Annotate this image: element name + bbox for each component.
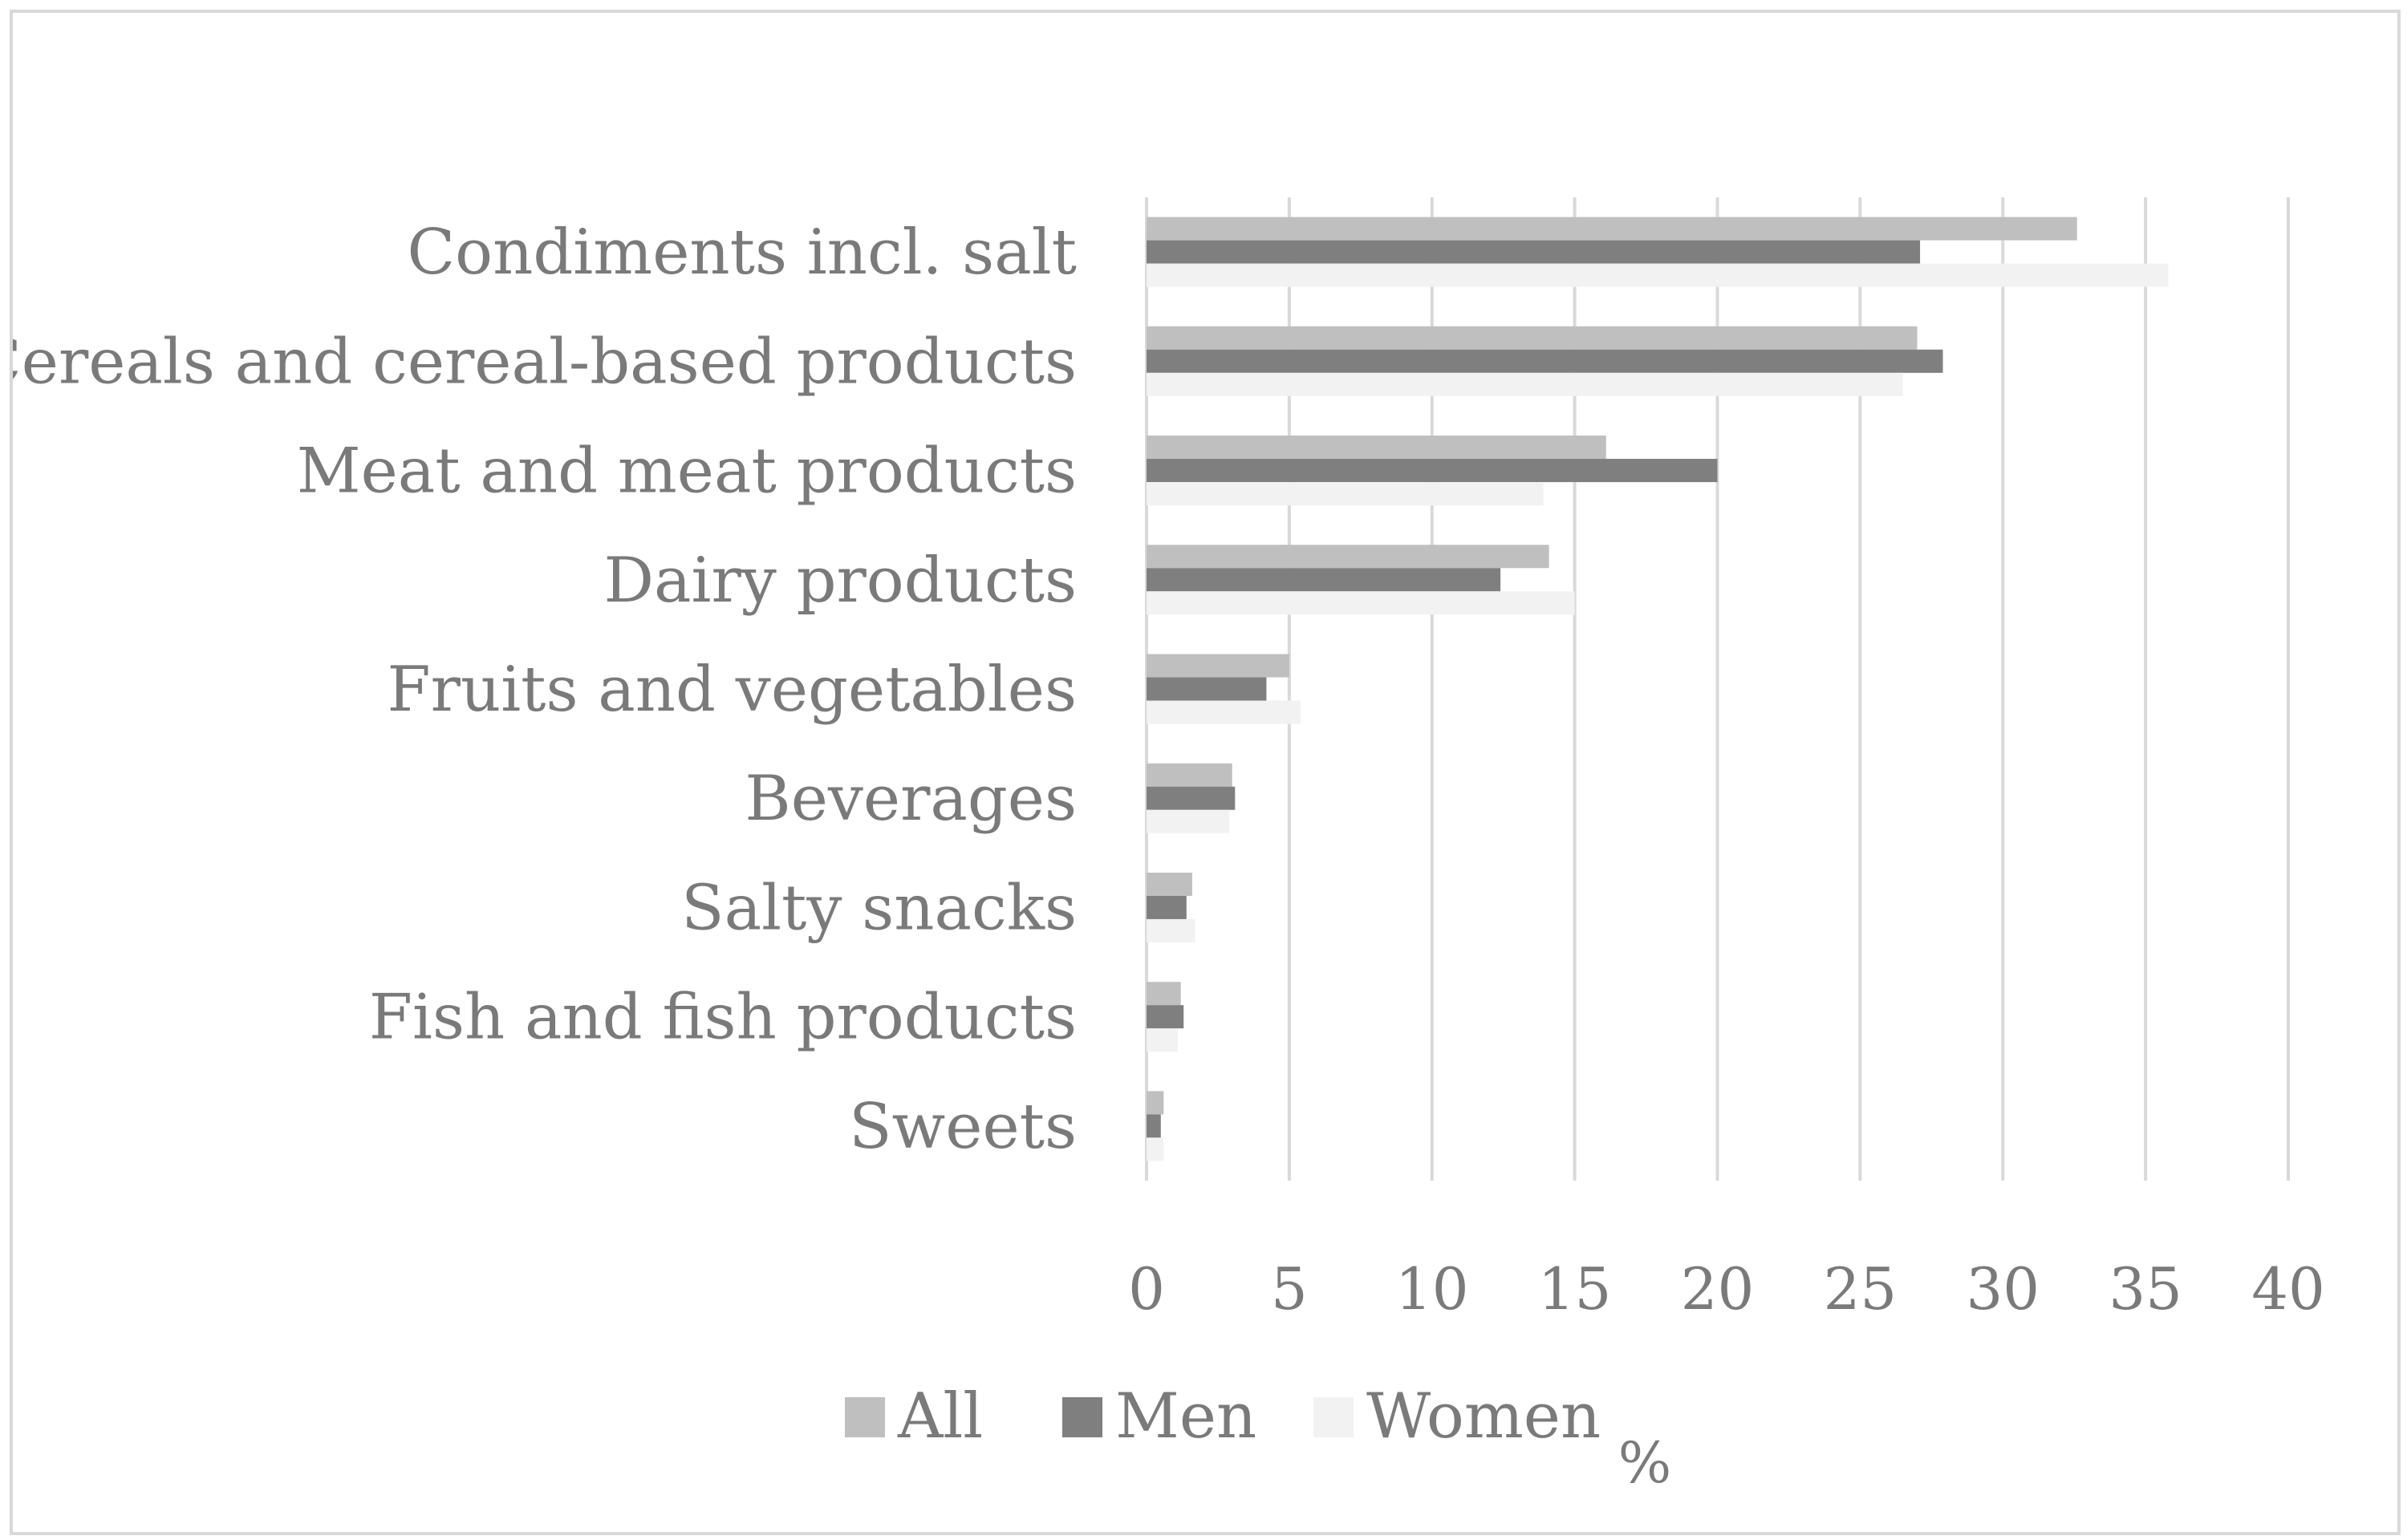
bars: [1147, 217, 2169, 1161]
bar-all-1: [1147, 326, 1918, 350]
bar-women-0: [1147, 263, 2169, 287]
legend-swatch-all: [845, 1397, 885, 1437]
bar-all-2: [1147, 436, 1606, 460]
bar-men-5: [1147, 786, 1236, 810]
category-label-8: Sweets: [849, 1091, 1077, 1163]
bar-men-0: [1147, 240, 1921, 264]
bar-men-1: [1147, 349, 1943, 373]
x-tick-label-0: 0: [1128, 1255, 1165, 1323]
x-tick-label-10: 10: [1395, 1255, 1469, 1323]
bar-all-5: [1147, 763, 1232, 787]
bar-women-3: [1147, 591, 1575, 615]
category-label-1: Cereals and cereal-based products: [13, 326, 1077, 398]
chart-frame: Condiments incl. salt Cereals and cereal-…: [10, 10, 2401, 1535]
chart-svg: Condiments incl. salt Cereals and cereal-…: [13, 197, 2325, 1496]
x-tick-label-30: 30: [1966, 1255, 2040, 1323]
legend-swatch-women: [1313, 1397, 1354, 1437]
legend-swatch-men: [1062, 1397, 1102, 1437]
category-labels: Condiments incl. salt Cereals and cereal-…: [13, 217, 1077, 1163]
x-tick-label-40: 40: [2251, 1255, 2325, 1323]
x-tick-label-5: 5: [1271, 1255, 1308, 1323]
legend: All Men Women: [845, 1380, 1601, 1453]
legend-label-women: Women: [1366, 1380, 1601, 1453]
x-tick-label-15: 15: [1538, 1255, 1612, 1323]
category-label-2: Meat and meat products: [297, 436, 1077, 508]
legend-label-all: All: [897, 1380, 983, 1453]
bar-all-8: [1147, 1091, 1164, 1115]
bar-women-1: [1147, 372, 1903, 396]
x-tick-label-25: 25: [1824, 1255, 1898, 1323]
bar-women-6: [1147, 918, 1195, 942]
bar-men-3: [1147, 568, 1501, 592]
bar-all-3: [1147, 545, 1549, 569]
category-label-4: Fruits and vegetables: [388, 654, 1077, 726]
bar-all-0: [1147, 217, 2077, 241]
bar-men-7: [1147, 1005, 1184, 1029]
bar-all-6: [1147, 872, 1192, 896]
bar-women-8: [1147, 1137, 1164, 1161]
bar-women-7: [1147, 1028, 1179, 1052]
bar-women-4: [1147, 700, 1301, 724]
x-axis-label: %: [1618, 1430, 1672, 1496]
category-label-7: Fish and fish products: [369, 982, 1077, 1054]
x-axis-ticks: 0 5 10 15 20 25 30 35 40: [1128, 1255, 2325, 1323]
bar-all-7: [1147, 982, 1181, 1006]
bar-men-6: [1147, 895, 1187, 919]
category-label-3: Dairy products: [603, 545, 1077, 617]
category-label-5: Beverages: [745, 763, 1077, 835]
bar-men-4: [1147, 677, 1267, 701]
category-label-0: Condiments incl. salt: [407, 217, 1077, 289]
category-label-6: Salty snacks: [681, 872, 1077, 944]
x-tick-label-20: 20: [1681, 1255, 1755, 1323]
bar-women-5: [1147, 809, 1230, 833]
bar-all-4: [1147, 654, 1289, 678]
bar-men-2: [1147, 459, 1718, 483]
x-tick-label-35: 35: [2109, 1255, 2182, 1323]
bar-men-8: [1147, 1114, 1161, 1138]
legend-label-men: Men: [1115, 1380, 1256, 1453]
bar-women-2: [1147, 482, 1544, 506]
